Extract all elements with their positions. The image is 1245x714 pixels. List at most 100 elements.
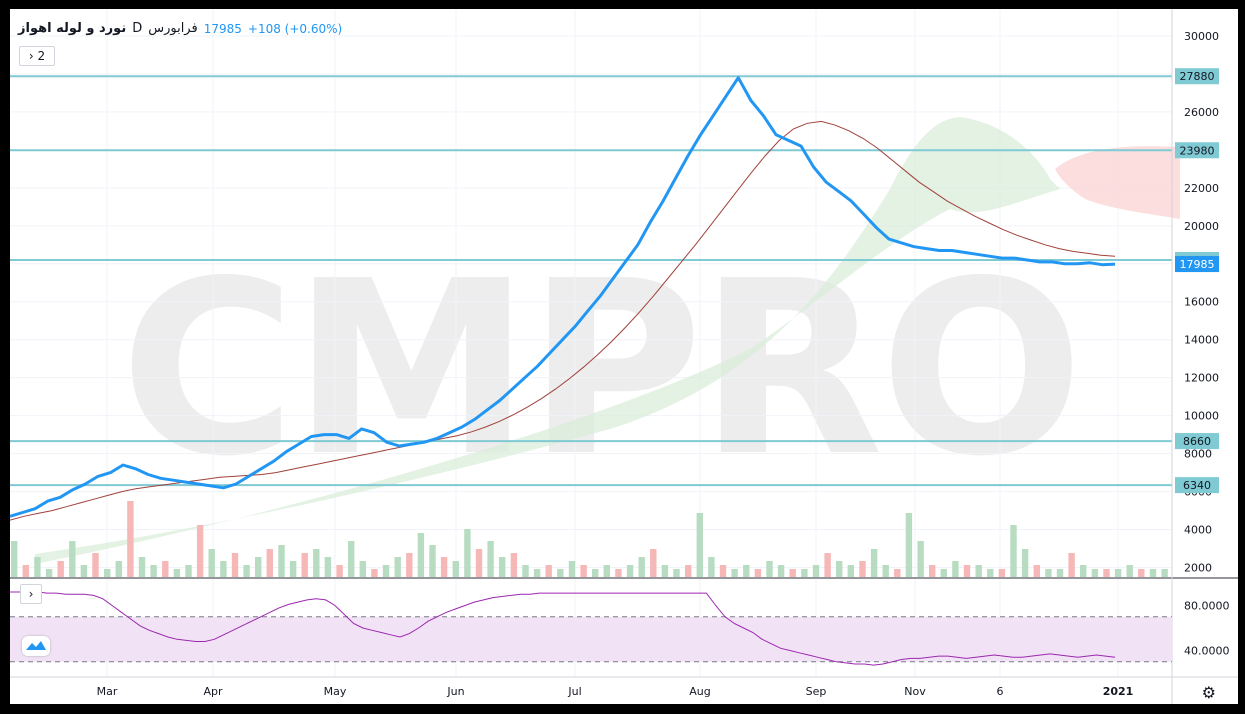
volume-bar [57,561,64,577]
volume-bar [1033,565,1040,577]
settings-gear-icon[interactable]: ⚙ [1201,683,1216,702]
volume-bar [812,565,820,577]
rsi-toggle-button[interactable]: › [20,584,42,604]
volume-bar [371,569,378,577]
volume-bar [1045,569,1052,577]
time-axis-tick-label: Sep [806,685,827,698]
chevron-right-icon: › [28,49,38,63]
volume-bar [499,557,506,577]
time-axis-tick-label: 2021 [1103,685,1134,698]
interval-label[interactable]: D [132,21,143,36]
volume-bar [382,565,390,577]
volume-bar [150,565,157,577]
chevron-right-icon: › [28,587,34,601]
volume-bar [1149,569,1157,577]
volume-bar [1091,569,1099,577]
level-tag-label: 23980 [1180,144,1215,157]
volume-bar [313,549,320,577]
rsi-line [10,591,1116,666]
time-axis-tick-label: Jun [446,685,464,698]
volume-bar [185,565,192,577]
volume-bar [638,557,645,577]
price-axis-tick-label: 16000 [1184,296,1219,309]
time-axis-tick-label: Nov [904,685,926,698]
volume-bar [115,561,122,577]
volume-bar [673,569,680,577]
volume-bar [975,565,982,577]
volume-bar [894,569,901,577]
volume-bar [417,533,425,577]
time-axis-tick-label: Aug [689,685,710,698]
volume-bar [440,557,448,577]
volume-bar [522,565,529,577]
volume-bar [429,545,436,577]
volume-bar [289,561,297,577]
volume-bar [45,569,53,577]
volume-bar [336,565,343,577]
volume-bar [824,553,831,577]
volume-bar [231,553,239,577]
volume-bar [11,541,18,577]
time-axis-tick-label: 6 [997,685,1004,698]
volume-bar [1080,565,1087,577]
volume-bar [615,569,622,577]
price-axis-tick-label: 4000 [1184,524,1212,537]
price-axis-tick-label: 26000 [1184,106,1219,119]
price-line[interactable] [10,76,1116,518]
volume-bar [243,565,250,577]
volume-bar [847,565,854,577]
volume-bar [196,525,204,577]
price-axis-tick-label: 12000 [1184,372,1219,385]
volume-bar [475,549,483,577]
volume-bar [487,541,494,577]
last-price-tag-bg [1175,256,1219,273]
time-axis-tick-label: Apr [203,685,223,698]
chart-canvas[interactable]: 3000028000260002400022000200001800016000… [10,9,1238,704]
volume-bar [266,549,273,577]
volume-bar [406,553,413,577]
time-axis-tick-label: Jul [567,685,581,698]
volume-bar [882,565,889,577]
volume-bar [836,561,843,577]
volume-bar [545,565,552,577]
volume-bar [1068,553,1075,577]
price-axis-tick-label: 20000 [1184,220,1219,233]
volume-bar [743,565,750,577]
level-tag-bg [1175,477,1219,494]
volume-bar [801,569,808,577]
rsi-logo-icon [22,636,50,656]
volume-bar [69,541,76,577]
level-tag-bg [1175,68,1219,85]
level-tag-bg [1175,142,1219,159]
last-price: 17985 [203,21,242,36]
volume-bar [929,565,936,577]
volume-bar [580,565,587,577]
volume-bar [278,545,285,577]
rsi-band [10,616,1172,662]
volume-bar [1138,569,1145,577]
volume-bar [789,569,796,577]
volume-bar [348,541,355,577]
volume-bar [255,557,262,577]
volume-bar [603,565,610,577]
rsi-axis-tick-label: 40.0000 [1184,645,1230,658]
indicator-count: 2 [37,49,46,63]
last-price-tag-label: 17985 [1180,258,1215,271]
volume-bar [952,561,959,577]
volume-bar [766,561,773,577]
price-axis-tick-label: 14000 [1184,334,1219,347]
symbol-name[interactable]: نورد و لوله اهواز [18,21,127,36]
time-axis-tick-label: May [324,685,347,698]
indicators-toggle-button[interactable]: › 2 [19,46,55,66]
volume-bar [661,565,669,577]
price-axis-tick-label: 10000 [1184,410,1219,423]
symbol-header: نورد و لوله اهواز D فرابورس 17985 +108 (… [18,21,342,36]
volume-bar [568,561,576,577]
volume-bar [80,565,88,577]
volume-bar [510,553,518,577]
volume-bar [533,569,541,577]
volume-bar [650,549,657,577]
volume-bar [557,569,564,577]
volume-bar [998,569,1006,577]
